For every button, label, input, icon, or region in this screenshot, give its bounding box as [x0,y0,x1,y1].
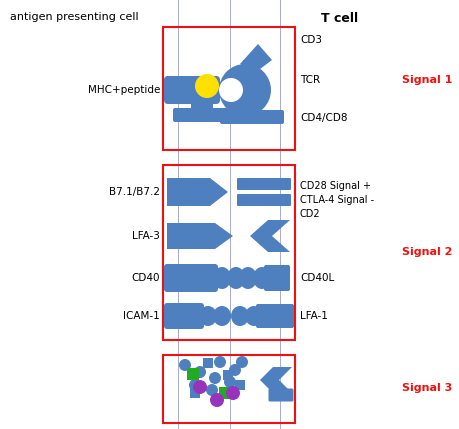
Circle shape [226,386,240,400]
FancyBboxPatch shape [237,194,291,206]
Polygon shape [250,220,290,252]
Ellipse shape [231,306,249,326]
Polygon shape [167,223,233,249]
Polygon shape [240,44,272,72]
Text: Signal 2: Signal 2 [402,247,452,257]
Bar [163,27,295,150]
Text: CD40: CD40 [131,273,160,283]
Text: LFA-3: LFA-3 [132,231,160,241]
Text: CD4/CD8: CD4/CD8 [300,113,347,123]
Circle shape [194,366,206,378]
Bar [243,60,255,74]
FancyBboxPatch shape [164,76,220,104]
Bar [219,387,231,399]
FancyBboxPatch shape [237,178,291,190]
FancyBboxPatch shape [256,304,294,328]
FancyBboxPatch shape [220,110,284,124]
Text: antigen presenting cell: antigen presenting cell [10,12,139,22]
Text: LFA-1: LFA-1 [300,311,328,321]
FancyBboxPatch shape [164,264,218,292]
Ellipse shape [245,306,263,326]
FancyBboxPatch shape [269,389,293,402]
Text: B7.1/B7.2: B7.1/B7.2 [109,187,160,197]
Circle shape [206,384,218,396]
Bar [223,370,233,380]
Circle shape [209,372,221,384]
Bar [203,358,213,368]
Polygon shape [167,178,228,206]
Bar [187,368,199,380]
Circle shape [210,393,224,407]
Text: T cell: T cell [321,12,358,25]
Circle shape [193,380,207,394]
Circle shape [219,64,271,116]
Circle shape [179,359,191,371]
Ellipse shape [227,267,245,289]
Bar [163,165,295,340]
Ellipse shape [213,267,231,289]
Bar [244,100,258,114]
FancyBboxPatch shape [164,303,204,329]
Circle shape [219,78,243,102]
Bar [163,355,295,423]
FancyBboxPatch shape [173,108,231,122]
Text: TCR: TCR [300,75,320,85]
Text: Signal 3: Signal 3 [402,383,452,393]
Circle shape [189,379,201,391]
Circle shape [236,356,248,368]
Circle shape [224,376,236,388]
Text: Signal 1: Signal 1 [402,75,452,85]
Text: CD3: CD3 [300,35,322,45]
Ellipse shape [199,306,217,326]
Text: MHC+peptide: MHC+peptide [88,85,160,95]
Bar [190,388,200,398]
FancyBboxPatch shape [191,98,213,114]
Bar [235,380,245,390]
Text: ICAM-1: ICAM-1 [123,311,160,321]
Circle shape [229,364,241,376]
Ellipse shape [213,306,231,326]
Circle shape [214,356,226,368]
Ellipse shape [253,267,271,289]
Text: CD40L: CD40L [300,273,334,283]
Circle shape [195,74,219,98]
Text: CD28 Signal +
CTLA-4 Signal -
CD2: CD28 Signal + CTLA-4 Signal - CD2 [300,181,374,219]
Polygon shape [260,367,292,393]
FancyBboxPatch shape [264,265,290,291]
Ellipse shape [239,267,257,289]
